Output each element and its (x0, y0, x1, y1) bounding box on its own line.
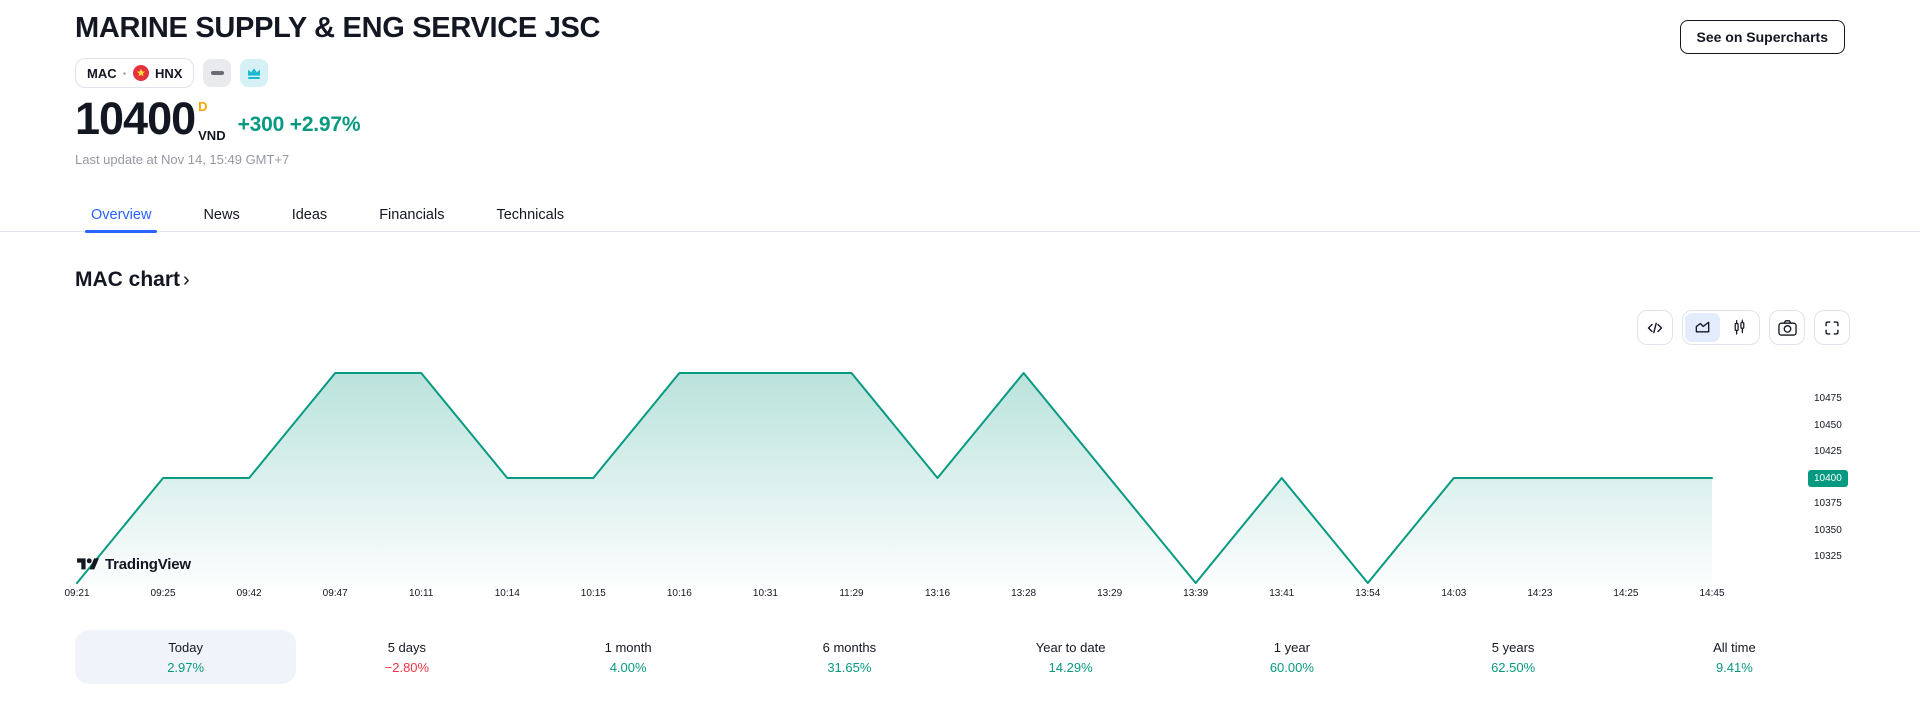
period-5-years[interactable]: 5 years 62.50% (1403, 630, 1624, 684)
price-axis-label: 10375 (1814, 498, 1842, 510)
period-all-time[interactable]: All time 9.41% (1624, 630, 1845, 684)
period-value: −2.80% (384, 659, 430, 675)
period-label: 5 years (1491, 639, 1535, 655)
time-axis-label: 09:42 (236, 588, 262, 599)
tradingview-watermark[interactable]: TradingView (77, 556, 191, 573)
price-axis-label: 10325 (1814, 550, 1842, 562)
last-price: 10400 (75, 93, 196, 144)
candles-chart-style-button[interactable] (1722, 313, 1757, 342)
tabs-bar: Overview News Ideas Financials Technicals (0, 198, 1920, 233)
time-axis-label: 14:03 (1441, 588, 1467, 599)
symbol-ticker: MAC (87, 65, 117, 81)
crown-icon (248, 68, 261, 79)
time-axis-label: 13:28 (1011, 588, 1037, 599)
tab-news[interactable]: News (201, 198, 241, 232)
candles-icon (1734, 319, 1745, 335)
period-value: 60.00% (1269, 659, 1314, 675)
tradingview-logo-icon (77, 558, 99, 570)
fullscreen-icon (1825, 320, 1839, 335)
chart-area-fill (77, 373, 1712, 588)
period-5-days[interactable]: 5 days −2.80% (296, 630, 517, 684)
period-performance-row: Today 2.97% 5 days −2.80% 1 month 4.00% 6 mont… (75, 630, 1845, 684)
vietnam-flag-icon (132, 65, 149, 81)
period-label: 1 month (604, 639, 652, 655)
chevron-right-icon: › (183, 269, 190, 291)
price-axis-label: 10475 (1814, 393, 1842, 405)
time-axis-label: 09:25 (150, 588, 176, 599)
period-today[interactable]: Today 2.97% (75, 630, 297, 684)
market-status-badge[interactable] (203, 59, 232, 87)
embed-code-button[interactable] (1637, 310, 1673, 345)
chart-section-title: MAC chart (75, 268, 181, 291)
time-axis-label: 09:47 (322, 588, 348, 599)
time-axis-label: 10:31 (752, 588, 778, 599)
time-axis-label: 10:11 (409, 588, 434, 599)
chart-style-switcher (1682, 310, 1760, 345)
last-update-text: Last update at Nov 14, 15:49 GMT+7 (75, 152, 290, 167)
period-value: 31.65% (827, 659, 872, 675)
time-axis-label: 14:45 (1699, 588, 1725, 599)
primary-listing-badge[interactable] (240, 59, 269, 87)
currency-label: VND (198, 128, 226, 143)
area-chart-style-button[interactable] (1685, 313, 1720, 342)
chart-line (76, 372, 1713, 584)
tab-overview[interactable]: Overview (84, 198, 158, 233)
time-axis-label: 13:29 (1097, 588, 1123, 599)
symbol-badge[interactable]: MAC · HNX (75, 58, 195, 88)
price-axis-label: 10425 (1814, 445, 1842, 457)
chart-toolbar (1637, 310, 1850, 345)
period-label: 6 months (822, 639, 877, 655)
period-label: All time (1713, 639, 1756, 655)
tabs-nav: Overview News Ideas Financials Technicals (84, 198, 566, 233)
price-axis-label: 10350 (1814, 524, 1842, 536)
time-axis-label: 09:21 (64, 588, 90, 599)
page-title: MARINE SUPPLY & ENG SERVICE JSC (75, 12, 601, 44)
snapshot-button[interactable] (1769, 310, 1805, 345)
time-axis-label: 13:41 (1269, 588, 1295, 599)
period-value: 9.41% (1715, 659, 1753, 675)
watermark-text: TradingView (105, 556, 191, 573)
exchange-name: HNX (154, 65, 183, 81)
tab-ideas[interactable]: Ideas (290, 198, 329, 232)
price-axis-label: 10450 (1814, 419, 1842, 431)
current-price-tag: 10400 (1808, 470, 1848, 487)
price-change: +300 +2.97% (237, 113, 361, 136)
camera-icon (1777, 320, 1797, 336)
period-1-year[interactable]: 1 year 60.00% (1181, 630, 1402, 684)
period-year-to-date[interactable]: Year to date 14.29% (960, 630, 1181, 684)
area-chart-icon (1695, 321, 1710, 333)
fullscreen-button[interactable] (1814, 310, 1850, 345)
period-label: 5 days (387, 639, 427, 655)
price-area-chart[interactable] (75, 360, 1725, 590)
separator-dot: · (122, 65, 127, 81)
period-label: 1 year (1273, 639, 1310, 655)
time-axis-label: 10:14 (494, 588, 520, 599)
chart-section-link[interactable]: MAC chart › (75, 268, 190, 292)
session-indicator: D (198, 99, 208, 114)
period-6-months[interactable]: 6 months 31.65% (739, 630, 960, 684)
period-value: 62.50% (1491, 659, 1536, 675)
tab-financials[interactable]: Financials (377, 198, 446, 232)
period-label: Today (168, 639, 203, 655)
period-label: Year to date (1035, 639, 1106, 655)
market-closed-icon (210, 70, 224, 76)
tab-technicals[interactable]: Technicals (494, 198, 566, 232)
price-block: 10400 D VND +300 +2.97% (75, 93, 361, 144)
time-axis-label: 10:15 (580, 588, 606, 599)
period-value: 14.29% (1048, 659, 1093, 675)
time-axis-label: 13:54 (1355, 588, 1381, 599)
period-1-month[interactable]: 1 month 4.00% (518, 630, 739, 684)
see-on-supercharts-button[interactable]: See on Supercharts (1679, 20, 1845, 54)
period-value: 4.00% (609, 659, 647, 675)
code-icon (1647, 322, 1663, 333)
period-value: 2.97% (167, 659, 205, 675)
time-axis-label: 10:16 (666, 588, 692, 599)
time-axis-label: 14:25 (1613, 588, 1639, 599)
time-axis-label: 14:23 (1527, 588, 1553, 599)
time-axis-label: 11:29 (839, 588, 864, 599)
symbol-badge-row: MAC · HNX (75, 58, 269, 88)
time-axis-label: 13:39 (1183, 588, 1209, 599)
time-axis-label: 13:16 (925, 588, 951, 599)
